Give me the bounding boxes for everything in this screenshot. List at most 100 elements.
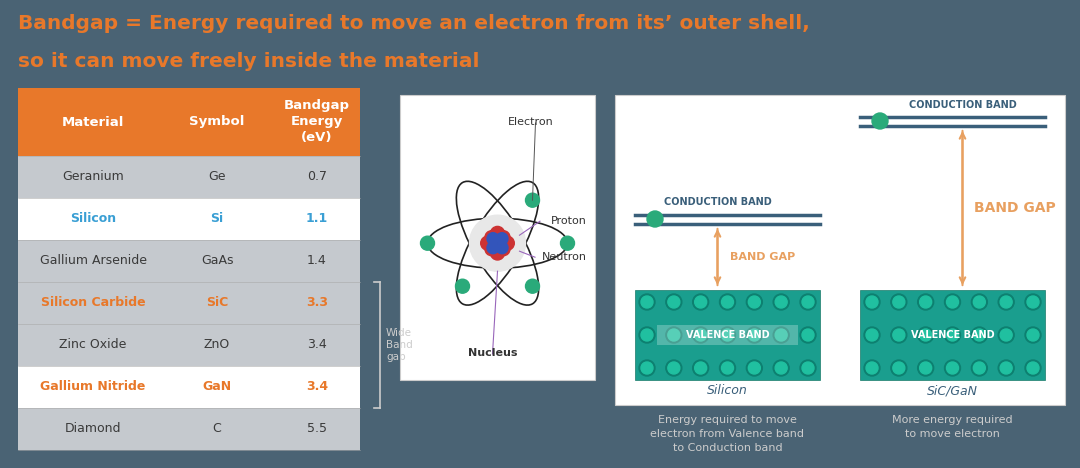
Circle shape xyxy=(487,233,499,245)
Circle shape xyxy=(1000,329,1012,341)
Text: Geranium: Geranium xyxy=(63,170,124,183)
Bar xyxy=(18,282,360,324)
Circle shape xyxy=(721,329,733,341)
Circle shape xyxy=(647,211,663,227)
Circle shape xyxy=(918,327,934,343)
Text: VALENCE BAND: VALENCE BAND xyxy=(686,330,769,340)
Text: Electron: Electron xyxy=(508,117,553,127)
Circle shape xyxy=(802,362,814,374)
Text: Gallium Nitride: Gallium Nitride xyxy=(40,380,146,394)
Circle shape xyxy=(775,362,787,374)
Circle shape xyxy=(998,327,1014,343)
Text: 0.7: 0.7 xyxy=(307,170,327,183)
Circle shape xyxy=(920,329,932,341)
Circle shape xyxy=(748,329,760,341)
Text: More energy required
to move electron: More energy required to move electron xyxy=(892,415,1013,439)
Bar xyxy=(400,95,595,380)
Circle shape xyxy=(639,294,654,310)
Circle shape xyxy=(642,362,653,374)
Circle shape xyxy=(666,360,681,376)
Circle shape xyxy=(918,360,934,376)
Circle shape xyxy=(800,327,816,343)
Circle shape xyxy=(971,327,987,343)
Text: Neutron: Neutron xyxy=(542,252,588,262)
Circle shape xyxy=(639,327,654,343)
Circle shape xyxy=(481,236,495,250)
Circle shape xyxy=(920,296,932,308)
Circle shape xyxy=(945,327,960,343)
Text: Bandgap = Energy required to move an electron from its’ outer shell,: Bandgap = Energy required to move an ele… xyxy=(18,14,810,33)
Circle shape xyxy=(971,294,987,310)
Bar xyxy=(18,88,360,156)
Circle shape xyxy=(864,360,880,376)
Circle shape xyxy=(666,327,681,343)
Circle shape xyxy=(639,360,654,376)
Circle shape xyxy=(998,360,1014,376)
Text: Gallium Arsenide: Gallium Arsenide xyxy=(40,255,147,268)
Circle shape xyxy=(866,362,878,374)
Text: SiC: SiC xyxy=(206,297,228,309)
Circle shape xyxy=(1000,362,1012,374)
Circle shape xyxy=(800,360,816,376)
Text: VALENCE BAND: VALENCE BAND xyxy=(910,330,995,340)
Circle shape xyxy=(893,362,905,374)
Circle shape xyxy=(893,329,905,341)
Circle shape xyxy=(667,329,679,341)
Text: CONDUCTION BAND: CONDUCTION BAND xyxy=(663,197,771,207)
Circle shape xyxy=(872,113,888,129)
Circle shape xyxy=(561,236,575,250)
Circle shape xyxy=(773,360,789,376)
Text: Diamond: Diamond xyxy=(65,423,121,436)
Circle shape xyxy=(667,296,679,308)
Circle shape xyxy=(719,360,735,376)
Bar xyxy=(18,198,360,240)
Circle shape xyxy=(485,231,499,245)
Circle shape xyxy=(456,279,470,293)
Text: so it can move freely inside the material: so it can move freely inside the materia… xyxy=(18,52,480,71)
Text: Energy required to move
electron from Valence band
to Conduction band: Energy required to move electron from Va… xyxy=(650,415,805,453)
Text: 3.4: 3.4 xyxy=(306,380,328,394)
Circle shape xyxy=(496,242,510,256)
Circle shape xyxy=(694,329,706,341)
Text: Material: Material xyxy=(62,116,124,129)
Circle shape xyxy=(1027,329,1039,341)
Circle shape xyxy=(490,246,504,260)
Bar xyxy=(635,290,820,380)
Bar xyxy=(615,95,1065,405)
Circle shape xyxy=(496,231,510,245)
Circle shape xyxy=(666,294,681,310)
Text: 5.5: 5.5 xyxy=(307,423,327,436)
Circle shape xyxy=(692,294,708,310)
Text: Zinc Oxide: Zinc Oxide xyxy=(59,338,126,351)
Circle shape xyxy=(891,360,907,376)
Circle shape xyxy=(692,327,708,343)
Circle shape xyxy=(918,294,934,310)
Text: Nucleus: Nucleus xyxy=(468,348,517,358)
Circle shape xyxy=(775,296,787,308)
Circle shape xyxy=(692,360,708,376)
Text: 3.3: 3.3 xyxy=(306,297,328,309)
Circle shape xyxy=(1000,296,1012,308)
Text: BAND GAP: BAND GAP xyxy=(974,202,1056,215)
Circle shape xyxy=(773,327,789,343)
Text: Silicon: Silicon xyxy=(707,384,747,397)
Circle shape xyxy=(973,329,985,341)
Bar xyxy=(18,366,360,408)
Bar xyxy=(657,325,798,345)
Text: Proton: Proton xyxy=(551,216,588,226)
Circle shape xyxy=(800,294,816,310)
Circle shape xyxy=(945,294,960,310)
Circle shape xyxy=(746,294,762,310)
Circle shape xyxy=(470,215,526,271)
Bar xyxy=(18,240,360,282)
Text: GaN: GaN xyxy=(202,380,231,394)
Circle shape xyxy=(973,296,985,308)
Circle shape xyxy=(1027,362,1039,374)
Circle shape xyxy=(694,362,706,374)
Text: BAND GAP: BAND GAP xyxy=(729,253,795,263)
Circle shape xyxy=(945,360,960,376)
Text: ZnO: ZnO xyxy=(204,338,230,351)
Circle shape xyxy=(748,362,760,374)
Bar xyxy=(18,324,360,366)
Circle shape xyxy=(775,329,787,341)
